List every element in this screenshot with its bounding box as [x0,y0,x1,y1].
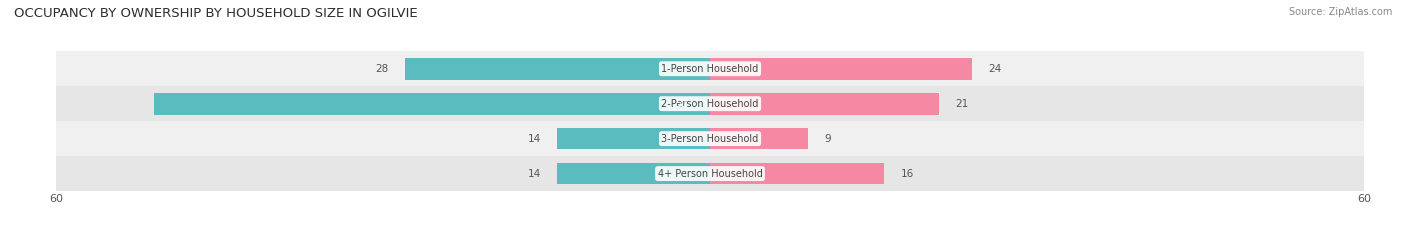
Text: 2-Person Household: 2-Person Household [661,99,759,109]
Bar [56,121,1364,156]
Bar [56,86,1364,121]
Text: 9: 9 [824,134,831,144]
Text: 28: 28 [375,64,388,74]
Text: 14: 14 [527,169,541,178]
Bar [155,93,710,115]
Text: Source: ZipAtlas.com: Source: ZipAtlas.com [1288,7,1392,17]
Bar [710,58,972,80]
Bar [558,163,710,185]
Text: 3-Person Household: 3-Person Household [661,134,759,144]
Bar [56,51,1364,86]
Text: 24: 24 [988,64,1001,74]
Text: 16: 16 [901,169,914,178]
Bar [558,128,710,150]
Text: 4+ Person Household: 4+ Person Household [658,169,762,178]
Bar [710,163,884,185]
Text: OCCUPANCY BY OWNERSHIP BY HOUSEHOLD SIZE IN OGILVIE: OCCUPANCY BY OWNERSHIP BY HOUSEHOLD SIZE… [14,7,418,20]
Bar [710,128,808,150]
Text: 1-Person Household: 1-Person Household [661,64,759,74]
Text: 51: 51 [675,99,689,109]
Text: 14: 14 [527,134,541,144]
Bar [710,93,939,115]
Text: 21: 21 [955,99,969,109]
Bar [405,58,710,80]
Bar [56,156,1364,191]
